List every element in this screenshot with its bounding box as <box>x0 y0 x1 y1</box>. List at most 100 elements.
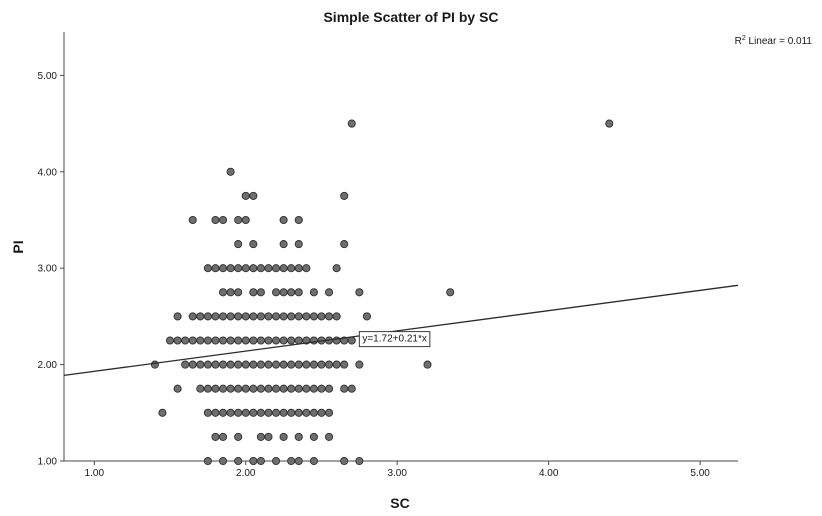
data-point <box>317 384 326 393</box>
data-point <box>271 408 281 417</box>
data-point <box>271 264 281 273</box>
data-point <box>340 384 349 393</box>
data-point <box>241 264 250 273</box>
fit-equation-box: y=1.72+0.21*x <box>358 331 431 348</box>
data-point <box>218 432 228 441</box>
data-point <box>264 408 273 417</box>
y-tick-label: 5.00 <box>38 71 58 82</box>
data-point <box>211 336 220 345</box>
data-point <box>287 288 296 297</box>
data-point <box>271 360 281 369</box>
data-point <box>294 432 303 441</box>
data-point <box>287 312 296 321</box>
data-point <box>287 384 296 393</box>
data-point <box>241 215 250 225</box>
data-point <box>355 456 364 466</box>
data-point <box>256 336 265 345</box>
data-point <box>264 336 273 345</box>
data-point <box>317 360 326 369</box>
chart-title: Simple Scatter of PI by SC <box>323 9 498 25</box>
data-point <box>249 240 258 249</box>
data-point <box>218 288 228 297</box>
x-axis-ticks: 1.00 2.00 3.00 4.00 5.00 <box>85 461 710 479</box>
data-point <box>226 312 235 321</box>
data-point <box>347 384 356 393</box>
data-point <box>271 384 281 393</box>
data-point <box>294 456 303 466</box>
data-point <box>181 336 190 345</box>
data-point <box>325 360 334 369</box>
data-point <box>332 360 341 369</box>
data-point <box>325 432 334 441</box>
data-point <box>226 408 235 417</box>
data-point <box>241 191 250 200</box>
data-point <box>302 384 311 393</box>
data-point <box>249 191 258 200</box>
y-axis-ticks: 1.00 2.00 3.00 4.00 5.00 <box>38 71 64 468</box>
data-point <box>279 384 288 393</box>
data-point <box>218 264 228 273</box>
data-point <box>309 384 318 393</box>
data-point <box>188 215 197 225</box>
data-point <box>249 312 258 321</box>
data-point <box>249 336 258 345</box>
data-point <box>271 336 281 345</box>
data-point <box>218 336 228 345</box>
data-point <box>294 215 303 225</box>
data-point <box>241 408 250 417</box>
data-point <box>203 264 212 273</box>
data-point <box>279 264 288 273</box>
data-point <box>287 408 296 417</box>
data-point <box>271 312 281 321</box>
data-point <box>325 384 334 393</box>
data-point <box>211 264 220 273</box>
y-tick-label: 4.00 <box>38 167 58 178</box>
data-point <box>309 432 318 441</box>
data-point <box>279 215 288 225</box>
x-tick-label: 3.00 <box>387 468 407 479</box>
x-tick-label: 4.00 <box>539 468 559 479</box>
data-point <box>347 119 356 128</box>
data-point <box>173 384 182 393</box>
data-point <box>234 336 243 345</box>
data-point <box>241 360 250 369</box>
data-point <box>309 360 318 369</box>
data-point <box>287 336 296 345</box>
data-point <box>256 360 265 369</box>
fit-equation-label: y=1.72+0.21*x <box>362 334 427 345</box>
x-tick-label: 5.00 <box>690 468 710 479</box>
data-point <box>347 336 356 345</box>
data-point <box>256 456 265 466</box>
data-point <box>241 384 250 393</box>
data-point <box>211 384 220 393</box>
x-tick-label: 1.00 <box>85 468 105 479</box>
fit-line <box>63 284 739 377</box>
data-point <box>287 360 296 369</box>
data-point <box>325 288 334 297</box>
data-point <box>317 408 326 417</box>
data-point <box>249 360 258 369</box>
data-point <box>279 360 288 369</box>
data-point <box>355 360 364 369</box>
data-point <box>234 456 243 466</box>
data-point <box>203 360 212 369</box>
data-point <box>158 408 167 417</box>
data-point <box>203 312 212 321</box>
x-tick-label: 2.00 <box>236 468 256 479</box>
data-point <box>234 312 243 321</box>
data-point <box>218 215 228 225</box>
r-squared-prefix: R <box>735 36 742 47</box>
data-point <box>234 215 243 225</box>
data-point <box>271 456 281 466</box>
data-point <box>605 119 614 128</box>
data-point <box>294 360 303 369</box>
data-point <box>188 336 197 345</box>
data-point <box>249 456 258 466</box>
data-point <box>188 312 197 321</box>
data-point <box>203 384 212 393</box>
data-point <box>173 312 182 321</box>
data-point <box>287 264 296 273</box>
data-point <box>309 456 318 466</box>
data-point <box>249 288 258 297</box>
